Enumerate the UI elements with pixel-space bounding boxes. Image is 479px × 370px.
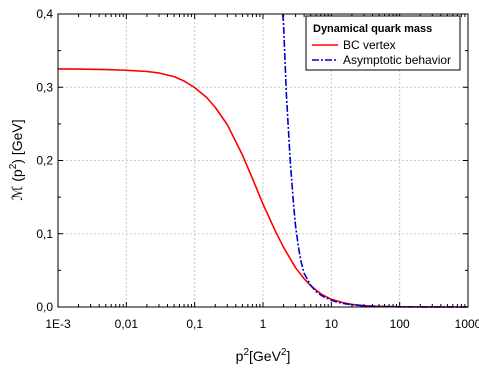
legend-label-asymptotic-behavior: Asymptotic behavior [343, 53, 451, 67]
y-tick-label: 0,4 [36, 7, 53, 21]
x-tick-label: 10 [325, 317, 339, 331]
x-tick-label: 1E-3 [45, 317, 71, 331]
x-tick-label: 0,01 [115, 317, 139, 331]
x-tick-label: 1000 [455, 317, 479, 331]
legend-box [305, 15, 461, 71]
legend-title: Dynamical quark mass [313, 23, 432, 35]
x-tick-label: 1 [260, 317, 267, 331]
y-tick-label: 0,2 [36, 154, 53, 168]
y-tick-label: 0,0 [36, 300, 53, 314]
y-tick-label: 0,3 [36, 80, 53, 94]
y-tick-label: 0,1 [36, 227, 53, 241]
axis-ticks: 1E-3 0,01 0,1 1 10 100 1000 0,0 0,1 0,2 0,3 0,4 [36, 7, 479, 331]
series-line-asymptotic-behavior [282, 13, 469, 308]
plot-series [57, 13, 469, 308]
x-tick-label: 100 [390, 317, 410, 331]
legend-label-bc-vertex: BC vertex [343, 38, 396, 52]
x-tick-label: 0,1 [186, 317, 203, 331]
y-axis-title: ℳ (p2) [GeV] [8, 119, 25, 200]
legend: Dynamical quark mass BC vertex Asymptoti… [305, 15, 461, 71]
x-axis-title: p2[GeV2] [236, 347, 291, 364]
